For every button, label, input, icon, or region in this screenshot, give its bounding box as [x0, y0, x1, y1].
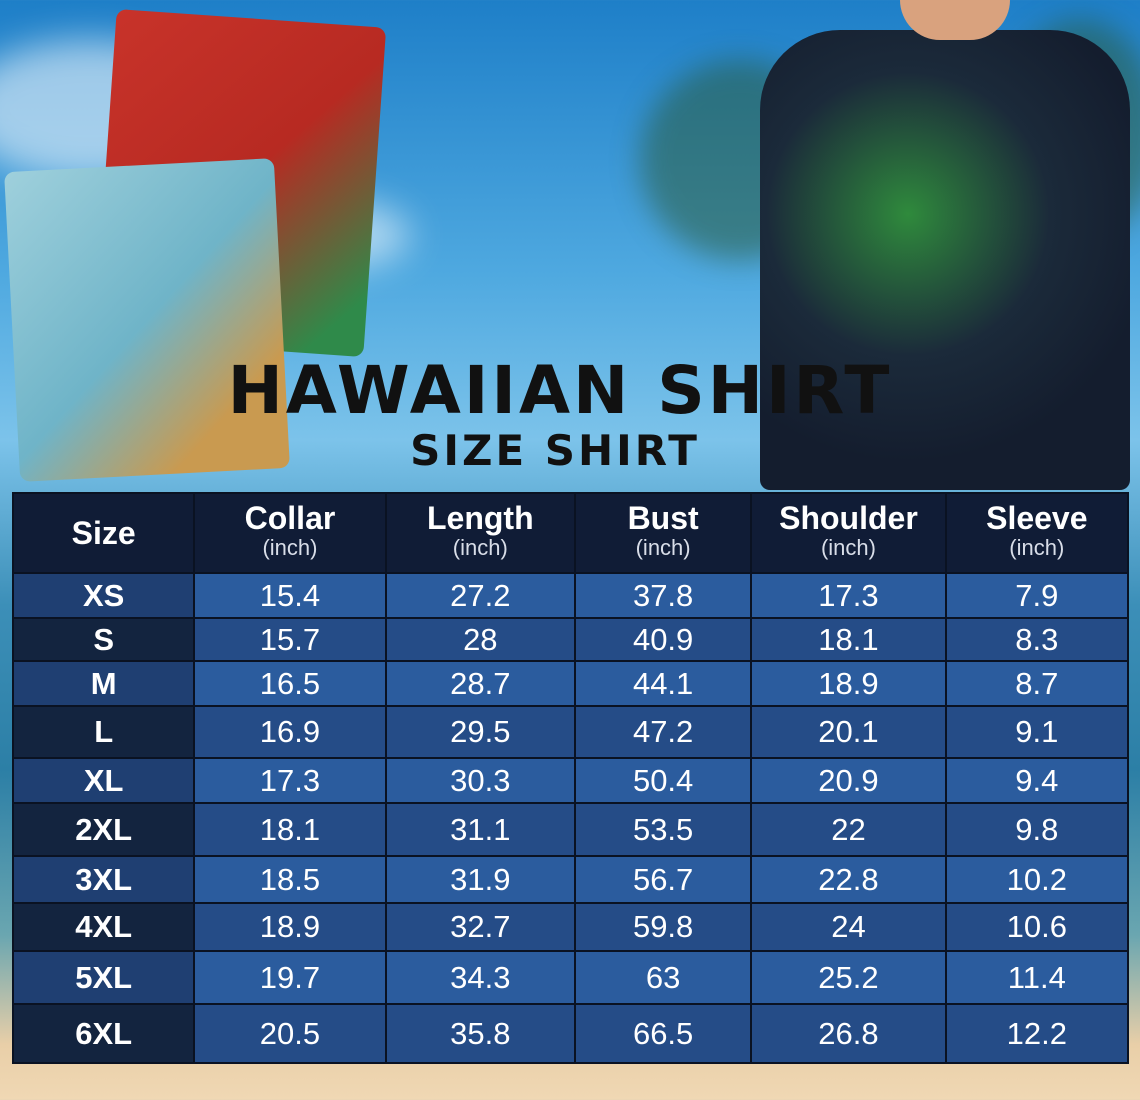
- cell-bust: 40.9: [573, 617, 753, 662]
- cell-size: 6XL: [11, 1003, 196, 1064]
- cell-sleeve: 9.8: [944, 802, 1130, 857]
- cell-sleeve: 12.2: [944, 1003, 1130, 1064]
- cell-collar: 15.7: [193, 617, 387, 662]
- header-shoulder: Shoulder (inch): [750, 492, 947, 574]
- cell-collar: 17.3: [193, 757, 387, 804]
- cell-sleeve: 9.4: [944, 757, 1130, 804]
- cell-bust: 50.4: [573, 757, 753, 804]
- cell-bust: 63: [573, 950, 753, 1005]
- cell-shoulder: 25.2: [750, 950, 947, 1005]
- cell-bust: 53.5: [573, 802, 753, 857]
- table-row: L 16.9 29.5 47.2 20.1 9.1: [11, 705, 1130, 759]
- cell-bust: 37.8: [573, 572, 753, 619]
- cell-size: 5XL: [11, 950, 196, 1005]
- cell-length: 29.5: [384, 705, 576, 759]
- model-skin: [900, 0, 1010, 40]
- cell-collar: 15.4: [193, 572, 387, 619]
- cell-collar: 18.1: [193, 802, 387, 857]
- header-sleeve: Sleeve (inch): [944, 492, 1130, 574]
- table-row: 6XL 20.5 35.8 66.5 26.8 12.2: [11, 1003, 1130, 1064]
- cell-collar: 20.5: [193, 1003, 387, 1064]
- page-subtitle: SIZE SHIRT: [410, 426, 700, 475]
- cell-size: XL: [11, 757, 196, 804]
- cell-size: 2XL: [11, 802, 196, 857]
- cell-size: 4XL: [11, 902, 196, 952]
- size-chart-table: Size Collar (inch) Length (inch) Bust (inch…: [11, 492, 1130, 1064]
- cell-sleeve: 10.2: [944, 855, 1130, 904]
- cell-size: S: [11, 617, 196, 662]
- cell-bust: 56.7: [573, 855, 753, 904]
- cell-collar: 18.5: [193, 855, 387, 904]
- cell-sleeve: 9.1: [944, 705, 1130, 759]
- cell-shoulder: 22: [750, 802, 947, 857]
- table-row: 4XL 18.9 32.7 59.8 24 10.6: [11, 902, 1130, 952]
- header-bust: Bust (inch): [573, 492, 753, 574]
- cell-bust: 44.1: [573, 660, 753, 707]
- model-flamingo-shirt-image: [760, 30, 1130, 490]
- header-length: Length (inch): [384, 492, 576, 574]
- table-row: M 16.5 28.7 44.1 18.9 8.7: [11, 660, 1130, 707]
- cell-length: 31.1: [384, 802, 576, 857]
- cell-sleeve: 11.4: [944, 950, 1130, 1005]
- header-size: Size: [11, 492, 196, 574]
- cell-sleeve: 8.7: [944, 660, 1130, 707]
- table-row: XS 15.4 27.2 37.8 17.3 7.9: [11, 572, 1130, 619]
- cell-size: 3XL: [11, 855, 196, 904]
- cell-collar: 16.5: [193, 660, 387, 707]
- cell-shoulder: 20.1: [750, 705, 947, 759]
- cell-shoulder: 18.1: [750, 617, 947, 662]
- cell-shoulder: 20.9: [750, 757, 947, 804]
- cell-bust: 47.2: [573, 705, 753, 759]
- table-header-row: Size Collar (inch) Length (inch) Bust (inch…: [11, 492, 1130, 574]
- cell-length: 35.8: [384, 1003, 576, 1064]
- cell-length: 28.7: [384, 660, 576, 707]
- cell-size: M: [11, 660, 196, 707]
- cell-sleeve: 7.9: [944, 572, 1130, 619]
- page-title: HAWAIIAN SHIRT: [227, 352, 893, 429]
- table-row: 2XL 18.1 31.1 53.5 22 9.8: [11, 802, 1130, 857]
- cell-sleeve: 10.6: [944, 902, 1130, 952]
- cell-shoulder: 22.8: [750, 855, 947, 904]
- cell-bust: 66.5: [573, 1003, 753, 1064]
- cell-length: 31.9: [384, 855, 576, 904]
- table-row: S 15.7 28 40.9 18.1 8.3: [11, 617, 1130, 662]
- cell-length: 30.3: [384, 757, 576, 804]
- cell-shoulder: 26.8: [750, 1003, 947, 1064]
- table-row: 3XL 18.5 31.9 56.7 22.8 10.2: [11, 855, 1130, 904]
- cell-shoulder: 18.9: [750, 660, 947, 707]
- table-row: XL 17.3 30.3 50.4 20.9 9.4: [11, 757, 1130, 804]
- cell-length: 32.7: [384, 902, 576, 952]
- cell-collar: 18.9: [193, 902, 387, 952]
- cell-size: XS: [11, 572, 196, 619]
- cell-sleeve: 8.3: [944, 617, 1130, 662]
- cell-shoulder: 17.3: [750, 572, 947, 619]
- cell-collar: 16.9: [193, 705, 387, 759]
- cell-shoulder: 24: [750, 902, 947, 952]
- cell-length: 34.3: [384, 950, 576, 1005]
- cell-length: 28: [384, 617, 576, 662]
- table-row: 5XL 19.7 34.3 63 25.2 11.4: [11, 950, 1130, 1005]
- cell-size: L: [11, 705, 196, 759]
- cell-length: 27.2: [384, 572, 576, 619]
- cell-collar: 19.7: [193, 950, 387, 1005]
- cell-bust: 59.8: [573, 902, 753, 952]
- header-collar: Collar (inch): [193, 492, 387, 574]
